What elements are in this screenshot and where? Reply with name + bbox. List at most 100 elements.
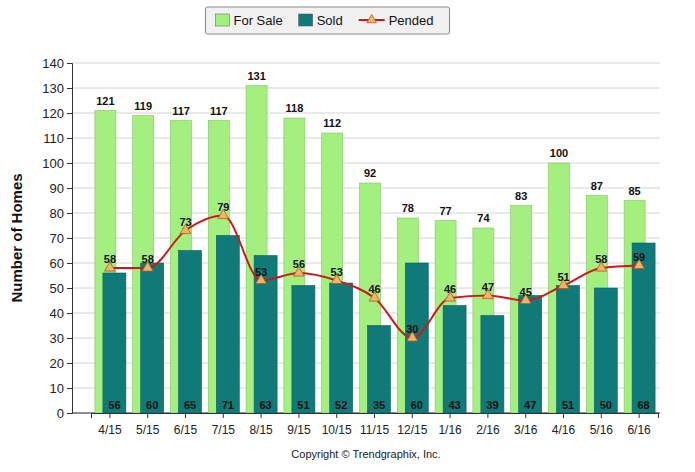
legend-marker bbox=[367, 14, 377, 22]
legend-label: For Sale bbox=[234, 13, 283, 28]
y-axis-line bbox=[67, 64, 73, 414]
legend: For Sale Sold Pended bbox=[206, 7, 450, 34]
x-tick-mark bbox=[374, 413, 375, 418]
data-label: 50 bbox=[600, 399, 612, 411]
data-label: 119 bbox=[134, 100, 152, 112]
x-tick-mark bbox=[147, 413, 148, 418]
data-label: 45 bbox=[520, 286, 532, 298]
x-tick: 10/15 bbox=[322, 413, 352, 437]
x-tick-label: 1/16 bbox=[438, 423, 462, 437]
x-tick: 6/15 bbox=[174, 413, 198, 437]
bar bbox=[141, 263, 164, 413]
data-label: 85 bbox=[628, 185, 640, 197]
y-tick-label: 10 bbox=[50, 381, 64, 396]
x-tick-mark bbox=[525, 413, 526, 418]
data-label: 58 bbox=[142, 253, 154, 265]
annotation: Copyright © Trendgraphix, Inc. bbox=[291, 448, 440, 460]
y-tick: 90 bbox=[50, 181, 72, 196]
data-label: 118 bbox=[286, 102, 304, 114]
grid-line bbox=[72, 138, 660, 139]
y-tick-label: 20 bbox=[50, 356, 64, 371]
x-tick-label: 11/15 bbox=[360, 423, 389, 437]
x-tick-mark bbox=[563, 413, 564, 418]
bar-series bbox=[95, 86, 645, 414]
y-tick: 70 bbox=[50, 231, 72, 246]
x-tick: 5/16 bbox=[590, 413, 614, 437]
data-label: 39 bbox=[486, 399, 498, 411]
x-tick-mark bbox=[639, 413, 640, 418]
y-tick-mark bbox=[67, 388, 72, 389]
bar bbox=[443, 306, 466, 414]
data-label: 92 bbox=[364, 167, 376, 179]
data-label: 52 bbox=[335, 399, 347, 411]
data-label: 63 bbox=[259, 399, 271, 411]
line bbox=[110, 216, 639, 339]
bar bbox=[330, 283, 353, 413]
y-tick: 10 bbox=[50, 381, 72, 396]
x-tick-mark bbox=[223, 413, 224, 418]
y-tick-mark bbox=[67, 363, 72, 364]
y-tick: 50 bbox=[50, 281, 72, 296]
y-tick-label: 80 bbox=[50, 206, 64, 221]
x-tick-label: 9/15 bbox=[287, 423, 311, 437]
grid-line bbox=[72, 63, 660, 64]
data-label: 131 bbox=[247, 70, 265, 82]
bar bbox=[216, 236, 239, 414]
x-tick-label: 2/16 bbox=[476, 423, 500, 437]
data-label: 53 bbox=[331, 266, 343, 278]
y-tick-mark bbox=[67, 188, 72, 189]
grid bbox=[72, 63, 660, 413]
legend-label: Sold bbox=[317, 13, 343, 28]
legend-item: Sold bbox=[299, 13, 343, 28]
legend-item: Pended bbox=[359, 13, 434, 28]
x-tick-label: 12/15 bbox=[397, 423, 427, 437]
x-tick-label: 10/15 bbox=[322, 423, 352, 437]
chart: 01020304050607080901001101201301404/155/… bbox=[0, 0, 695, 472]
y-tick-label: 140 bbox=[42, 56, 64, 71]
data-label: 121 bbox=[96, 95, 114, 107]
x-tick-mark bbox=[109, 413, 110, 418]
y-tick: 130 bbox=[42, 81, 72, 96]
data-label: 51 bbox=[557, 271, 569, 283]
data-label: 117 bbox=[172, 105, 190, 117]
x-tick-label: 3/16 bbox=[514, 423, 538, 437]
bar bbox=[103, 273, 126, 413]
x-tick-mark bbox=[450, 413, 451, 418]
y-axis-title: Number of Homes bbox=[8, 173, 25, 302]
y-tick-mark bbox=[67, 88, 72, 89]
y-tick: 120 bbox=[42, 106, 72, 121]
data-label: 73 bbox=[179, 216, 191, 228]
y-tick: 140 bbox=[42, 56, 72, 71]
data-label: 79 bbox=[217, 201, 229, 213]
data-label: 100 bbox=[550, 147, 568, 159]
y-tick-label: 40 bbox=[50, 306, 64, 321]
y-tick-label: 100 bbox=[42, 156, 64, 171]
y-tick: 60 bbox=[50, 256, 72, 271]
y-tick-label: 130 bbox=[42, 81, 64, 96]
bar-series bbox=[103, 236, 655, 414]
data-label: 74 bbox=[477, 212, 490, 224]
x-tick: 8/15 bbox=[249, 413, 273, 437]
y-tick: 0 bbox=[57, 406, 72, 421]
y-tick: 30 bbox=[50, 331, 72, 346]
bar bbox=[632, 243, 655, 413]
y-tick-mark bbox=[67, 288, 72, 289]
data-label: 47 bbox=[524, 399, 536, 411]
x-tick: 1/16 bbox=[438, 413, 462, 437]
data-label: 78 bbox=[402, 202, 414, 214]
y-tick-mark bbox=[67, 213, 72, 214]
data-label: 35 bbox=[373, 399, 385, 411]
x-tick-label: 5/16 bbox=[590, 423, 614, 437]
bar bbox=[557, 286, 580, 414]
x-tick: 12/15 bbox=[397, 413, 427, 437]
data-label: 60 bbox=[411, 399, 423, 411]
x-tick-mark bbox=[185, 413, 186, 418]
y-tick-mark bbox=[67, 113, 72, 114]
x-tick-mark bbox=[601, 413, 602, 418]
grid-line bbox=[72, 163, 660, 164]
plot-area bbox=[95, 86, 655, 414]
x-tick-label: 4/16 bbox=[552, 423, 576, 437]
data-label: 87 bbox=[591, 180, 603, 192]
y-tick-mark bbox=[67, 238, 72, 239]
y-tick: 40 bbox=[50, 306, 72, 321]
